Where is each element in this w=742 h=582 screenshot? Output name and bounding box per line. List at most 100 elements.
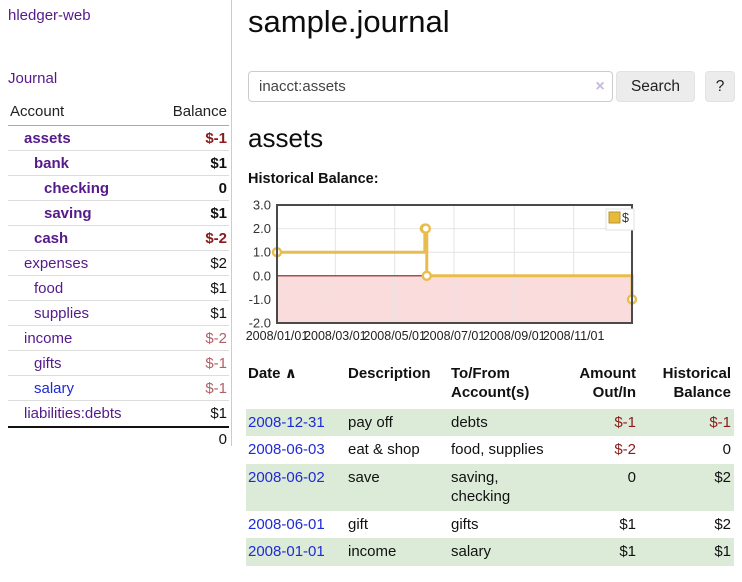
sidebar-account-saving[interactable]: saving — [44, 204, 92, 222]
sidebar-divider — [231, 0, 232, 446]
historical-balance-chart: $3.0 2.0 1.0 0.0 -1.0 -2.02008/01/012008/03/0… — [246, 199, 638, 343]
account-row: cash $-2 — [8, 226, 229, 251]
account-balance: $1 — [210, 279, 227, 297]
svg-text:2008/03/01: 2008/03/01 — [304, 329, 367, 343]
sidebar-account-liabilities-debts[interactable]: liabilities:debts — [24, 405, 122, 422]
transaction-balance: $1 — [714, 543, 731, 560]
chart-heading: Historical Balance: — [248, 171, 379, 187]
transaction-description: gift — [348, 515, 369, 533]
sidebar-account-salary[interactable]: salary — [34, 379, 75, 397]
account-balance: $-2 — [205, 229, 227, 247]
sidebar-account-assets[interactable]: assets — [24, 129, 71, 147]
transaction-accounts: saving, checking — [451, 468, 511, 506]
transaction-date-link[interactable]: 2008-06-03 — [248, 441, 325, 458]
column-header-accounts: To/From Account(s) — [451, 365, 530, 401]
transaction-description: income — [348, 543, 397, 560]
transaction-row: 2008-06-01 gift gifts $1 $2 — [246, 511, 734, 539]
transaction-date-link[interactable]: 2008-06-02 — [248, 468, 325, 486]
transaction-balance: 0 — [722, 441, 731, 458]
account-balance: 0 — [218, 179, 227, 197]
account-row: bank $1 — [8, 151, 229, 176]
transaction-row: 2008-06-03 eat & shop food, supplies $-2 0 — [246, 436, 734, 464]
page-title: sample.journal — [248, 4, 450, 39]
transaction-date-link[interactable]: 2008-06-01 — [248, 515, 325, 533]
column-header-description: Description — [348, 365, 431, 382]
column-header-balance: Historical Balance — [662, 365, 731, 401]
transaction-amount: $-2 — [614, 441, 636, 458]
sidebar-account-cash[interactable]: cash — [34, 229, 69, 247]
search-input[interactable] — [248, 71, 613, 102]
sidebar-account-checking[interactable]: checking — [44, 179, 110, 197]
svg-text:2.0: 2.0 — [253, 221, 271, 236]
account-balance: $-1 — [205, 354, 227, 372]
account-row: supplies $1 — [8, 301, 229, 326]
account-row: saving $1 — [8, 201, 229, 226]
transaction-date-link[interactable]: 2008-12-31 — [248, 413, 325, 431]
account-balance: $-1 — [205, 379, 227, 397]
account-row: salary $-1 — [8, 376, 229, 401]
sidebar-item-journal[interactable]: Journal — [8, 70, 58, 87]
account-row: checking 0 — [8, 176, 229, 201]
svg-text:-1.0: -1.0 — [249, 292, 271, 307]
account-row: liabilities:debts $1 — [8, 401, 229, 426]
transaction-row: 2008-06-02 save saving, checking 0 $2 — [246, 463, 734, 511]
transaction-description: pay off — [348, 413, 393, 431]
svg-text:0.0: 0.0 — [253, 268, 271, 283]
account-balance: $-2 — [205, 329, 227, 347]
sidebar-account-food[interactable]: food — [34, 279, 64, 297]
app-title-link[interactable]: hledger-web — [8, 7, 91, 24]
transaction-accounts: food, supplies — [451, 441, 544, 458]
clear-search-icon[interactable]: × — [595, 78, 605, 95]
transaction-balance: $-1 — [709, 413, 731, 431]
transaction-accounts: salary — [451, 543, 492, 560]
svg-text:1.0: 1.0 — [253, 245, 271, 260]
accounts-col-account: Account — [10, 103, 65, 120]
sidebar-account-income[interactable]: income — [24, 329, 73, 347]
help-button[interactable]: ? — [705, 71, 735, 102]
transaction-description: eat & shop — [348, 441, 420, 458]
transaction-accounts: gifts — [451, 515, 479, 533]
transaction-amount: 0 — [627, 468, 636, 486]
account-row: food $1 — [8, 276, 229, 301]
transaction-accounts: debts — [451, 413, 488, 431]
sidebar-account-bank[interactable]: bank — [34, 154, 70, 172]
svg-text:2008/09/01: 2008/09/01 — [483, 329, 546, 343]
sort-ascending-icon: ∧ — [284, 365, 297, 382]
sidebar-account-gifts[interactable]: gifts — [34, 354, 62, 372]
account-balance: $1 — [210, 154, 227, 172]
account-heading: assets — [248, 123, 324, 153]
svg-text:2008/05/01: 2008/05/01 — [363, 329, 426, 343]
transaction-description: save — [348, 468, 380, 486]
transaction-balance: $2 — [714, 468, 731, 486]
accounts-tree: Account Balance assets $-1 bank $1 checking 0… — [8, 101, 229, 448]
svg-text:3.0: 3.0 — [253, 199, 271, 213]
svg-text:2008/01/01: 2008/01/01 — [246, 329, 309, 343]
svg-text:2008/07/01: 2008/07/01 — [423, 329, 486, 343]
account-row: gifts $-1 — [8, 351, 229, 376]
transaction-row: 2008-12-31 pay off debts $-1 $-1 — [246, 408, 734, 436]
column-header-amount: Amount Out/In — [579, 365, 636, 401]
transaction-row: 2008-01-01 income salary $1 $1 — [246, 538, 734, 566]
sidebar-account-expenses[interactable]: expenses — [24, 254, 89, 272]
register-header-row: Date ∧ Description To/From Account(s) Am… — [246, 362, 734, 409]
accounts-header: Account Balance — [8, 101, 229, 126]
transaction-amount: $1 — [619, 515, 636, 533]
account-balance: $1 — [210, 405, 227, 422]
account-balance: $2 — [210, 254, 227, 272]
account-balance: $-1 — [205, 129, 227, 147]
svg-text:2008/11/01: 2008/11/01 — [543, 329, 605, 343]
transaction-date-link[interactable]: 2008-01-01 — [248, 543, 325, 560]
account-balance: $1 — [210, 204, 227, 222]
search-button[interactable]: Search — [616, 71, 695, 102]
register-table: Date ∧ Description To/From Account(s) Am… — [246, 362, 734, 566]
account-row: expenses $2 — [8, 251, 229, 276]
svg-text:-2.0: -2.0 — [249, 316, 271, 331]
accounts-total-value: 0 — [218, 431, 227, 448]
svg-text:$: $ — [622, 211, 629, 225]
transaction-amount: $1 — [619, 543, 636, 560]
account-balance: $1 — [210, 304, 227, 322]
account-row: assets $-1 — [8, 126, 229, 151]
column-header-date[interactable]: Date ∧ — [248, 365, 297, 382]
sidebar-account-supplies[interactable]: supplies — [34, 304, 90, 322]
